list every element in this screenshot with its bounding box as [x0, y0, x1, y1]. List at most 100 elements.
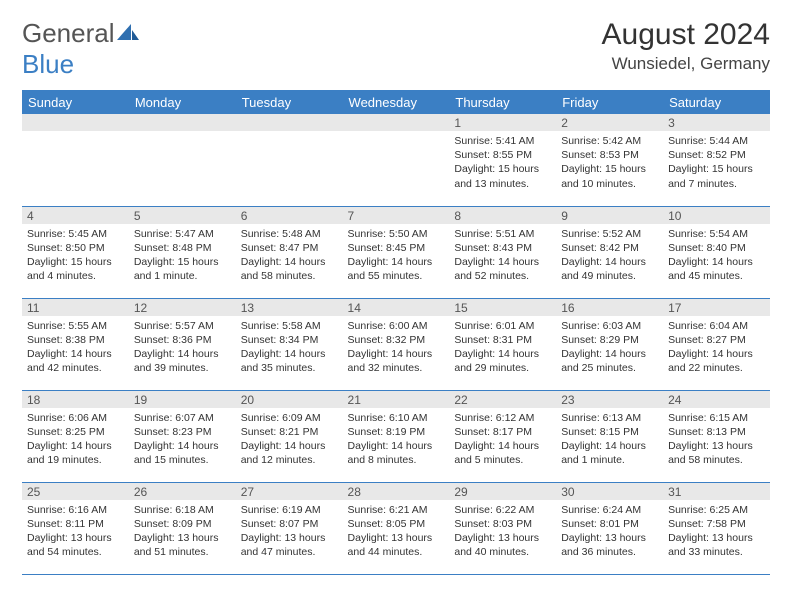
- daylight-text: Daylight: 14 hours and 35 minutes.: [241, 347, 338, 375]
- day-number: 23: [556, 391, 663, 408]
- daylight-text: Daylight: 13 hours and 54 minutes.: [27, 531, 124, 559]
- sunrise-text: Sunrise: 5:57 AM: [134, 319, 231, 333]
- calendar-day-cell: 5Sunrise: 5:47 AMSunset: 8:48 PMDaylight…: [129, 206, 236, 298]
- daylight-text: Daylight: 13 hours and 47 minutes.: [241, 531, 338, 559]
- logo: General Blue: [22, 18, 139, 80]
- day-number: 20: [236, 391, 343, 408]
- day-number: 5: [129, 207, 236, 224]
- calendar-day-cell: 6Sunrise: 5:48 AMSunset: 8:47 PMDaylight…: [236, 206, 343, 298]
- day-details: Sunrise: 5:52 AMSunset: 8:42 PMDaylight:…: [556, 224, 663, 288]
- sunrise-text: Sunrise: 6:00 AM: [348, 319, 445, 333]
- sunset-text: Sunset: 8:53 PM: [561, 148, 658, 162]
- sunrise-text: Sunrise: 5:42 AM: [561, 134, 658, 148]
- sunrise-text: Sunrise: 5:58 AM: [241, 319, 338, 333]
- sunset-text: Sunset: 8:42 PM: [561, 241, 658, 255]
- calendar-day-cell: 30Sunrise: 6:24 AMSunset: 8:01 PMDayligh…: [556, 482, 663, 574]
- sunset-text: Sunset: 8:21 PM: [241, 425, 338, 439]
- header-saturday: Saturday: [663, 91, 770, 115]
- day-details: Sunrise: 5:55 AMSunset: 8:38 PMDaylight:…: [22, 316, 129, 380]
- calendar-body: 1Sunrise: 5:41 AMSunset: 8:55 PMDaylight…: [22, 114, 770, 574]
- header-tuesday: Tuesday: [236, 91, 343, 115]
- sunrise-text: Sunrise: 6:03 AM: [561, 319, 658, 333]
- daylight-text: Daylight: 14 hours and 8 minutes.: [348, 439, 445, 467]
- calendar-day-cell: 18Sunrise: 6:06 AMSunset: 8:25 PMDayligh…: [22, 390, 129, 482]
- sunrise-text: Sunrise: 6:04 AM: [668, 319, 765, 333]
- header-friday: Friday: [556, 91, 663, 115]
- day-details: Sunrise: 6:03 AMSunset: 8:29 PMDaylight:…: [556, 316, 663, 380]
- daylight-text: Daylight: 15 hours and 7 minutes.: [668, 162, 765, 190]
- daylight-text: Daylight: 14 hours and 1 minute.: [561, 439, 658, 467]
- day-details: Sunrise: 5:45 AMSunset: 8:50 PMDaylight:…: [22, 224, 129, 288]
- day-details: Sunrise: 6:25 AMSunset: 7:58 PMDaylight:…: [663, 500, 770, 564]
- sunrise-text: Sunrise: 5:48 AM: [241, 227, 338, 241]
- sunset-text: Sunset: 8:32 PM: [348, 333, 445, 347]
- daylight-text: Daylight: 14 hours and 49 minutes.: [561, 255, 658, 283]
- day-number: 14: [343, 299, 450, 316]
- sunrise-text: Sunrise: 6:22 AM: [454, 503, 551, 517]
- day-number: 26: [129, 483, 236, 500]
- day-number: [236, 114, 343, 131]
- sunset-text: Sunset: 8:47 PM: [241, 241, 338, 255]
- calendar-day-cell: 23Sunrise: 6:13 AMSunset: 8:15 PMDayligh…: [556, 390, 663, 482]
- logo-sail-icon: [117, 18, 139, 48]
- sunset-text: Sunset: 8:40 PM: [668, 241, 765, 255]
- calendar-day-cell: 4Sunrise: 5:45 AMSunset: 8:50 PMDaylight…: [22, 206, 129, 298]
- day-number: 11: [22, 299, 129, 316]
- header-wednesday: Wednesday: [343, 91, 450, 115]
- calendar-day-cell: 26Sunrise: 6:18 AMSunset: 8:09 PMDayligh…: [129, 482, 236, 574]
- day-details: Sunrise: 5:50 AMSunset: 8:45 PMDaylight:…: [343, 224, 450, 288]
- calendar-day-cell: 8Sunrise: 5:51 AMSunset: 8:43 PMDaylight…: [449, 206, 556, 298]
- calendar-table: Sunday Monday Tuesday Wednesday Thursday…: [22, 90, 770, 575]
- calendar-day-cell: [22, 114, 129, 206]
- day-details: Sunrise: 5:48 AMSunset: 8:47 PMDaylight:…: [236, 224, 343, 288]
- daylight-text: Daylight: 13 hours and 58 minutes.: [668, 439, 765, 467]
- sunset-text: Sunset: 8:07 PM: [241, 517, 338, 531]
- title-block: August 2024 Wunsiedel, Germany: [602, 18, 770, 74]
- calendar-week: 25Sunrise: 6:16 AMSunset: 8:11 PMDayligh…: [22, 482, 770, 574]
- day-details: Sunrise: 6:13 AMSunset: 8:15 PMDaylight:…: [556, 408, 663, 472]
- sunrise-text: Sunrise: 5:41 AM: [454, 134, 551, 148]
- day-details: Sunrise: 6:01 AMSunset: 8:31 PMDaylight:…: [449, 316, 556, 380]
- sunset-text: Sunset: 7:58 PM: [668, 517, 765, 531]
- daylight-text: Daylight: 15 hours and 4 minutes.: [27, 255, 124, 283]
- day-details: [129, 131, 236, 138]
- sunset-text: Sunset: 8:15 PM: [561, 425, 658, 439]
- day-number: [129, 114, 236, 131]
- daylight-text: Daylight: 14 hours and 45 minutes.: [668, 255, 765, 283]
- day-number: [22, 114, 129, 131]
- calendar-header-row: Sunday Monday Tuesday Wednesday Thursday…: [22, 91, 770, 115]
- header-sunday: Sunday: [22, 91, 129, 115]
- sunset-text: Sunset: 8:55 PM: [454, 148, 551, 162]
- day-number: 27: [236, 483, 343, 500]
- day-number: 30: [556, 483, 663, 500]
- day-number: 17: [663, 299, 770, 316]
- day-number: 3: [663, 114, 770, 131]
- daylight-text: Daylight: 14 hours and 12 minutes.: [241, 439, 338, 467]
- sunset-text: Sunset: 8:01 PM: [561, 517, 658, 531]
- day-details: [343, 131, 450, 138]
- calendar-day-cell: 20Sunrise: 6:09 AMSunset: 8:21 PMDayligh…: [236, 390, 343, 482]
- calendar-day-cell: 16Sunrise: 6:03 AMSunset: 8:29 PMDayligh…: [556, 298, 663, 390]
- day-details: Sunrise: 6:19 AMSunset: 8:07 PMDaylight:…: [236, 500, 343, 564]
- sunrise-text: Sunrise: 5:44 AM: [668, 134, 765, 148]
- sunrise-text: Sunrise: 5:45 AM: [27, 227, 124, 241]
- day-number: 6: [236, 207, 343, 224]
- calendar-day-cell: [343, 114, 450, 206]
- day-number: 24: [663, 391, 770, 408]
- day-details: Sunrise: 6:09 AMSunset: 8:21 PMDaylight:…: [236, 408, 343, 472]
- day-details: Sunrise: 5:41 AMSunset: 8:55 PMDaylight:…: [449, 131, 556, 195]
- daylight-text: Daylight: 14 hours and 15 minutes.: [134, 439, 231, 467]
- sunrise-text: Sunrise: 6:01 AM: [454, 319, 551, 333]
- day-details: [236, 131, 343, 138]
- calendar-day-cell: 28Sunrise: 6:21 AMSunset: 8:05 PMDayligh…: [343, 482, 450, 574]
- day-number: 29: [449, 483, 556, 500]
- day-number: 19: [129, 391, 236, 408]
- day-details: Sunrise: 5:42 AMSunset: 8:53 PMDaylight:…: [556, 131, 663, 195]
- day-number: 15: [449, 299, 556, 316]
- sunrise-text: Sunrise: 5:47 AM: [134, 227, 231, 241]
- calendar-day-cell: 9Sunrise: 5:52 AMSunset: 8:42 PMDaylight…: [556, 206, 663, 298]
- daylight-text: Daylight: 14 hours and 52 minutes.: [454, 255, 551, 283]
- sunrise-text: Sunrise: 6:10 AM: [348, 411, 445, 425]
- daylight-text: Daylight: 15 hours and 13 minutes.: [454, 162, 551, 190]
- day-number: 16: [556, 299, 663, 316]
